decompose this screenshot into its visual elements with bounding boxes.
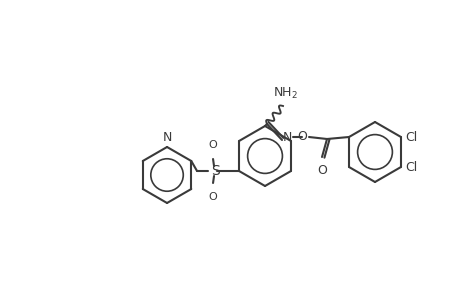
Text: Cl: Cl [404, 130, 416, 143]
Text: O: O [316, 164, 326, 177]
Text: O: O [297, 130, 306, 142]
Text: O: O [208, 140, 217, 150]
Text: N: N [282, 130, 291, 143]
Text: S: S [210, 164, 219, 178]
Text: NH$_2$: NH$_2$ [272, 86, 297, 101]
Text: O: O [208, 192, 217, 202]
Text: N: N [162, 131, 171, 144]
Text: Cl: Cl [404, 160, 416, 173]
